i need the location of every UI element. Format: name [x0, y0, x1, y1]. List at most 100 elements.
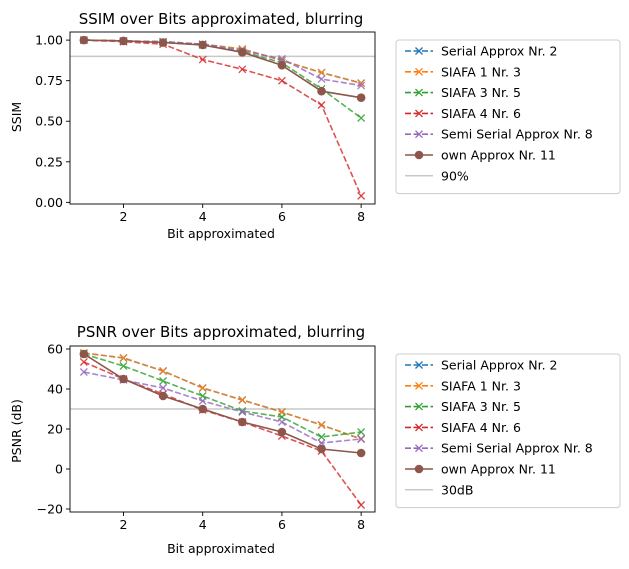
legend-label: SIAFA 3 Nr. 5 — [441, 399, 521, 414]
data-point — [317, 68, 326, 77]
y-axis-label: SSIM — [9, 102, 24, 132]
y-tick-label: 20 — [47, 422, 63, 437]
legend-box — [395, 353, 621, 509]
x-tick-label: 8 — [357, 209, 365, 224]
data-point — [357, 501, 366, 509]
legend-swatch-marker — [415, 130, 423, 139]
y-tick-label: 40 — [47, 382, 63, 397]
data-point — [119, 374, 128, 384]
chart-title: PSNR over Bits approximated, blurring — [77, 323, 365, 341]
data-point — [198, 397, 207, 405]
data-point — [317, 86, 326, 96]
legend-swatch-marker — [415, 88, 423, 97]
legend-label: Semi Serial Approx Nr. 8 — [441, 127, 593, 142]
legend-label: own Approx Nr. 11 — [441, 462, 556, 477]
y-tick-label: 60 — [47, 342, 63, 357]
series-line — [83, 361, 362, 506]
data-point — [79, 35, 89, 45]
legend-label: Serial Approx Nr. 2 — [441, 44, 558, 59]
series-line — [83, 39, 362, 87]
data-point — [238, 47, 247, 57]
data-point — [159, 367, 168, 375]
data-point — [277, 54, 286, 63]
y-tick-label: 0.00 — [35, 195, 63, 210]
data-point — [238, 417, 247, 427]
series-line — [83, 39, 362, 99]
data-point — [317, 421, 326, 429]
legend-label: SIAFA 4 Nr. 6 — [441, 106, 521, 121]
y-tick-label: 0.50 — [35, 114, 63, 129]
psnr-chart: PSNR over Bits approximated, blurring Bi… — [9, 323, 621, 556]
data-point — [119, 36, 128, 46]
data-point — [357, 435, 366, 443]
y-tick-label: 0 — [55, 462, 63, 477]
legend-swatch-marker — [415, 47, 423, 55]
data-point — [159, 384, 168, 392]
legend-label: SIAFA 4 Nr. 6 — [441, 420, 521, 435]
data-point — [317, 75, 326, 84]
chart-title: SSIM over Bits approximated, blurring — [79, 10, 364, 28]
y-tick-label: −20 — [37, 502, 63, 517]
legend-swatch-marker — [415, 423, 423, 432]
legend-swatch-marker — [415, 444, 423, 453]
series-line — [83, 353, 362, 438]
legend-swatch-marker — [414, 150, 424, 160]
x-axis-label: Bit approximated — [167, 541, 275, 556]
legend-label: Semi Serial Approx Nr. 8 — [441, 441, 593, 456]
series-line — [83, 352, 362, 440]
data-point — [198, 404, 207, 414]
data-point — [277, 418, 286, 426]
data-point — [317, 444, 326, 454]
legend-swatch-marker — [415, 381, 423, 390]
y-tick-label: 0.25 — [35, 154, 63, 169]
ssim-chart: SSIM over Bits approximated, blurring Bi… — [9, 10, 621, 241]
series-line — [83, 353, 362, 454]
data-point — [357, 114, 366, 122]
data-point — [277, 76, 286, 85]
data-point — [158, 38, 168, 47]
y-tick-label: 1.00 — [35, 33, 63, 48]
legend-label: SIAFA 1 Nr. 3 — [441, 378, 521, 393]
data-point — [79, 349, 89, 359]
y-tick-label: 0.75 — [35, 73, 63, 88]
data-point — [79, 368, 88, 376]
x-tick-label: 6 — [278, 209, 286, 224]
series-line — [83, 39, 362, 197]
data-point — [198, 40, 207, 50]
x-axis-label: Bit approximated — [167, 226, 275, 241]
data-point — [277, 427, 287, 437]
data-point — [317, 101, 326, 109]
data-point — [198, 55, 207, 64]
data-point — [238, 65, 247, 74]
data-point — [317, 439, 326, 447]
legend-label: 90% — [441, 168, 469, 183]
data-point — [357, 428, 366, 436]
legend: Serial Approx Nr. 2 SIAFA 1 Nr. 3 SIAFA 3 … — [395, 39, 621, 195]
data-point — [357, 191, 366, 200]
data-point — [159, 377, 168, 385]
x-tick-label: 4 — [199, 517, 207, 532]
plot-frame — [69, 31, 376, 205]
legend-label: SIAFA 1 Nr. 3 — [441, 64, 521, 79]
x-tick-label: 2 — [119, 517, 127, 532]
data-point — [357, 81, 366, 90]
legend-swatch-marker — [415, 402, 423, 411]
data-point — [356, 93, 366, 103]
x-tick-label: 2 — [119, 209, 127, 224]
legend-swatch-marker — [415, 109, 423, 118]
legend-box — [395, 39, 621, 195]
data-point — [277, 60, 287, 70]
legend-label: 30dB — [441, 482, 473, 497]
legend-swatch-marker — [414, 464, 424, 474]
legend-swatch-marker — [415, 361, 423, 369]
x-tick-label: 6 — [278, 517, 286, 532]
data-point — [356, 448, 366, 458]
data-point — [119, 362, 128, 370]
legend-label: own Approx Nr. 11 — [441, 148, 556, 163]
y-axis-label: PSNR (dB) — [9, 399, 24, 463]
data-point — [238, 408, 247, 416]
x-tick-label: 4 — [199, 209, 207, 224]
legend-label: Serial Approx Nr. 2 — [441, 358, 558, 373]
data-point — [79, 358, 88, 366]
